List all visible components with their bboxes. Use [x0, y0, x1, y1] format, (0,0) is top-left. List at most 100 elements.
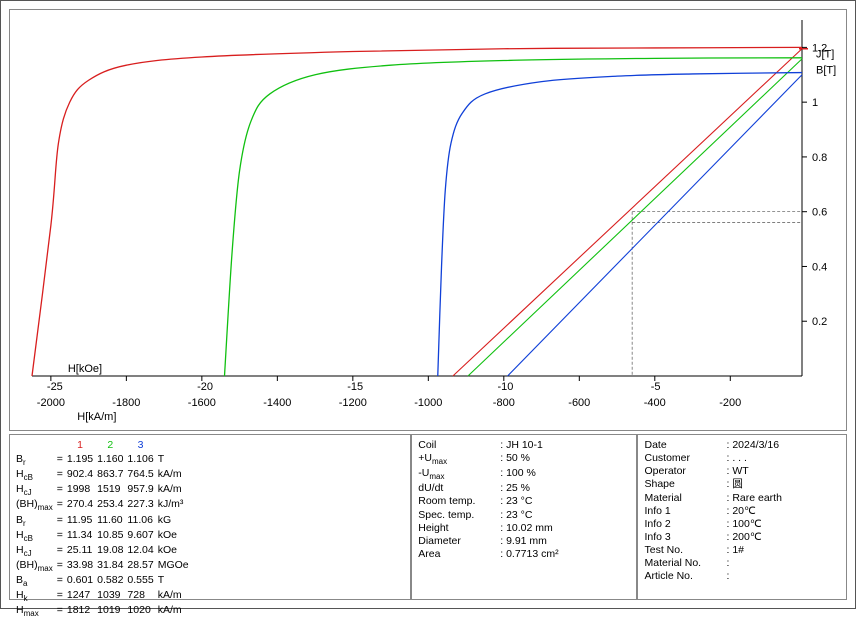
param-unit: MGOe	[158, 559, 193, 574]
result-row: HcB=11.3410.859.607kOe	[16, 529, 193, 544]
kv-key: Info 1	[644, 505, 726, 518]
kv-value: : 圆	[726, 478, 785, 491]
param-value: 1.160	[97, 453, 127, 468]
svg-text:-5: -5	[651, 381, 661, 393]
kv-row: Spec. temp.: 23 °C	[418, 509, 562, 522]
kv-row: Shape: 圆	[644, 478, 785, 491]
param-unit: T	[158, 574, 193, 589]
kv-key: Coil	[418, 439, 500, 452]
param-value: 11.60	[97, 514, 127, 529]
result-row: Br=1.1951.1601.106T	[16, 453, 193, 468]
kv-key: Test No.	[644, 544, 726, 557]
kv-value: : 9.91 mm	[500, 535, 562, 548]
param-unit: kJ/m³	[158, 498, 193, 513]
kv-row: Article No.:	[644, 570, 785, 583]
param-value: 270.4	[67, 498, 97, 513]
kv-key: Customer	[644, 452, 726, 465]
kv-value: : JH 10-1	[500, 439, 562, 452]
svg-text:0.4: 0.4	[812, 261, 827, 273]
kv-row: Height: 10.02 mm	[418, 522, 562, 535]
curve-3-J	[438, 73, 802, 376]
param-label: HcJ	[16, 544, 57, 559]
kv-value: : 20℃	[726, 505, 785, 518]
result-row: HcB=902.4863.7764.5kA/m	[16, 468, 193, 483]
curve-2-B	[468, 59, 802, 376]
svg-text:-25: -25	[47, 381, 63, 393]
kv-value: : . . .	[726, 452, 785, 465]
result-row: Hmax=181210191020kA/m	[16, 604, 193, 619]
svg-text:-1400: -1400	[263, 397, 291, 409]
svg-text:0.6: 0.6	[812, 207, 827, 219]
param-value: 1519	[97, 483, 127, 498]
svg-text:0.8: 0.8	[812, 152, 827, 164]
param-value: 11.95	[67, 514, 97, 529]
results-table: 123Br=1.1951.1601.106THcB=902.4863.7764.…	[16, 439, 193, 619]
param-value: 19.08	[97, 544, 127, 559]
kv-key: +Umax	[418, 452, 500, 467]
param-value: 1812	[67, 604, 97, 619]
kv-row: Diameter: 9.91 mm	[418, 535, 562, 548]
kv-value: :	[726, 557, 785, 570]
param-unit: kOe	[158, 544, 193, 559]
svg-text:H[kOe]: H[kOe]	[68, 363, 102, 375]
kv-row: Date: 2024/3/16	[644, 439, 785, 452]
kv-value: : 2024/3/16	[726, 439, 785, 452]
kv-key: Area	[418, 548, 500, 561]
kv-key: Room temp.	[418, 495, 500, 508]
param-value: 1247	[67, 589, 97, 604]
param-value: 28.57	[127, 559, 157, 574]
param-unit: kG	[158, 514, 193, 529]
kv-row: dU/dt: 25 %	[418, 482, 562, 495]
col-header-2: 2	[97, 439, 127, 453]
kv-key: Material No.	[644, 557, 726, 570]
col-header-3: 3	[127, 439, 157, 453]
svg-text:-1800: -1800	[112, 397, 140, 409]
svg-text:-10: -10	[497, 381, 513, 393]
param-label: Hk	[16, 589, 57, 604]
svg-text:-20: -20	[197, 381, 213, 393]
data-panels: 123Br=1.1951.1601.106THcB=902.4863.7764.…	[9, 434, 847, 600]
param-label: HcB	[16, 529, 57, 544]
param-value: 9.607	[127, 529, 157, 544]
param-value: 1.195	[67, 453, 97, 468]
param-value: 764.5	[127, 468, 157, 483]
kv-row: Info 2: 100℃	[644, 518, 785, 531]
kv-value: : 23 °C	[500, 509, 562, 522]
result-row: (BH)max=33.9831.8428.57MGOe	[16, 559, 193, 574]
param-value: 1998	[67, 483, 97, 498]
param-value: 11.06	[127, 514, 157, 529]
param-value: 11.34	[67, 529, 97, 544]
kv-value: : 1#	[726, 544, 785, 557]
svg-text:-1000: -1000	[414, 397, 442, 409]
kv-row: Operator: WT	[644, 465, 785, 478]
param-value: 12.04	[127, 544, 157, 559]
param-label: Br	[16, 514, 57, 529]
param-value: 33.98	[67, 559, 97, 574]
kv-row: -Umax: 100 %	[418, 467, 562, 482]
param-unit: kOe	[158, 529, 193, 544]
kv-row: Material: Rare earth	[644, 492, 785, 505]
param-label: HcJ	[16, 483, 57, 498]
result-row: Hk=12471039728kA/m	[16, 589, 193, 604]
param-unit: kA/m	[158, 468, 193, 483]
kv-row: Test No.: 1#	[644, 544, 785, 557]
kv-row: Area: 0.7713 cm²	[418, 548, 562, 561]
info-table: Date: 2024/3/16Customer: . . .Operator: …	[644, 439, 785, 583]
param-label: Ba	[16, 574, 57, 589]
kv-value: : WT	[726, 465, 785, 478]
kv-key: Height	[418, 522, 500, 535]
param-value: 227.3	[127, 498, 157, 513]
result-row: HcJ=25.1119.0812.04kOe	[16, 544, 193, 559]
param-value: 25.11	[67, 544, 97, 559]
conditions-panel: Coil: JH 10-1+Umax: 50 %-Umax: 100 %dU/d…	[411, 434, 637, 600]
param-unit: kA/m	[158, 589, 193, 604]
kv-value: : 50 %	[500, 452, 562, 467]
svg-text:0.2: 0.2	[812, 316, 827, 328]
param-value: 10.85	[97, 529, 127, 544]
curve-3-B	[508, 75, 802, 376]
param-value: 1019	[97, 604, 127, 619]
kv-value: : 25 %	[500, 482, 562, 495]
demag-chart: -2000-1800-1600-1400-1200-1000-800-600-4…	[9, 9, 847, 431]
kv-key: Spec. temp.	[418, 509, 500, 522]
param-label: Br	[16, 453, 57, 468]
